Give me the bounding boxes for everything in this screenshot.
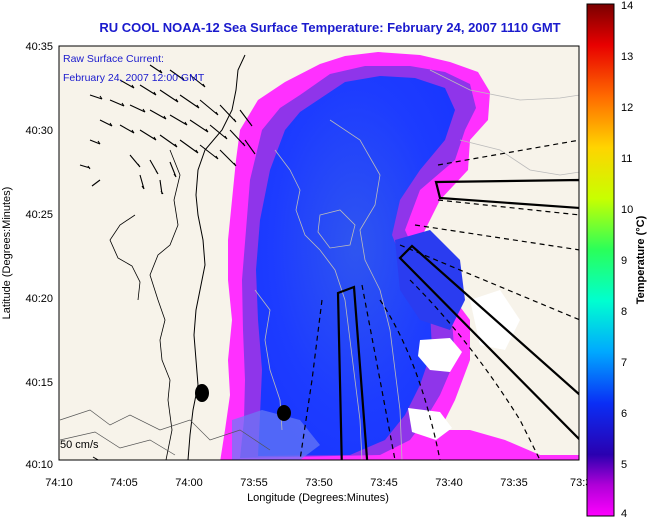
y-tick-label: 40:25: [25, 209, 53, 221]
bathymetry-contour: [254, 289, 283, 431]
colorbar-tick-label: 9: [621, 255, 627, 267]
colorbar-tick-label: 11: [621, 153, 632, 165]
colorbar-tick-label: 8: [621, 306, 627, 318]
colorbar-tick-label: 4: [621, 508, 627, 519]
x-tick-label: 73:35: [500, 477, 528, 489]
coastline: [187, 54, 246, 460]
shore-contour: [59, 409, 271, 451]
bathymetry-contour: [459, 139, 579, 176]
x-tick-label: 73:55: [240, 477, 268, 489]
colorbar-tick-label: 7: [621, 357, 627, 369]
y-tick-label: 40:35: [25, 41, 53, 53]
bathymetry-contour: [329, 119, 403, 460]
colorbar-tick-label: 12: [621, 102, 633, 114]
colorbar-tick-label: 6: [621, 408, 627, 420]
station-marker: [277, 405, 291, 421]
station-marker: [195, 384, 209, 402]
bathymetry-contour: [274, 149, 363, 460]
surface-current-vectors: [79, 64, 256, 195]
y-axis-label: Latitude (Degrees:Minutes): [1, 187, 13, 320]
colorbar-tick-label: 5: [621, 459, 627, 471]
colorbar-tick-label: 14: [621, 0, 633, 12]
y-tick-label: 40:30: [25, 125, 53, 137]
radar-sectors: [336, 178, 579, 460]
x-tick-label: 73:40: [435, 477, 463, 489]
x-tick-label: 74:00: [175, 477, 203, 489]
sst-cool-core: [256, 76, 455, 456]
plot-frame: [58, 45, 580, 461]
colorbar-tick-label: 10: [621, 204, 633, 216]
sst-nearshore-patch: [232, 410, 320, 460]
scale-label: 50 cm/s: [60, 439, 99, 451]
colorbar-tick-label: 13: [621, 51, 633, 63]
inset-line-2: February 24, 2007 12:00 GMT: [63, 72, 205, 84]
y-axis-ticks: 40:35 40:30 40:25 40:20 40:15 40:10: [25, 41, 53, 471]
no-data-patch: [408, 408, 452, 440]
x-tick-label: 74:05: [110, 477, 138, 489]
colorbar: [586, 3, 615, 517]
bathymetry-contour: [317, 209, 356, 249]
x-tick-label: 73:3: [570, 477, 591, 489]
map-plot-area: [59, 46, 579, 460]
colorbar-ticks: 14 13 12 11 10 9 8 7 6 5 4: [621, 0, 633, 519]
x-axis-label: Longitude (Degrees:Minutes): [247, 492, 389, 504]
shore-contour: [149, 149, 181, 460]
shore-contour: [59, 431, 176, 456]
shore-contour: [109, 214, 141, 301]
no-data-patch: [418, 338, 462, 372]
scale-arrow: [92, 456, 100, 460]
x-tick-label: 73:50: [305, 477, 333, 489]
y-tick-label: 40:20: [25, 293, 53, 305]
y-tick-label: 40:15: [25, 377, 53, 389]
inset-line-1: Raw Surface Current:: [63, 53, 164, 65]
map-title: RU COOL NOAA-12 Sea Surface Temperature:…: [99, 20, 560, 35]
bathymetry-contour: [429, 69, 579, 101]
x-tick-label: 74:10: [45, 477, 73, 489]
colorbar-label: Temperature (°C): [635, 215, 647, 304]
radar-radials: [299, 139, 579, 460]
y-tick-label: 40:10: [25, 459, 53, 471]
x-axis-ticks: 74:10 74:05 74:00 73:55 73:50 73:45 73:4…: [45, 477, 591, 489]
x-tick-label: 73:45: [370, 477, 398, 489]
